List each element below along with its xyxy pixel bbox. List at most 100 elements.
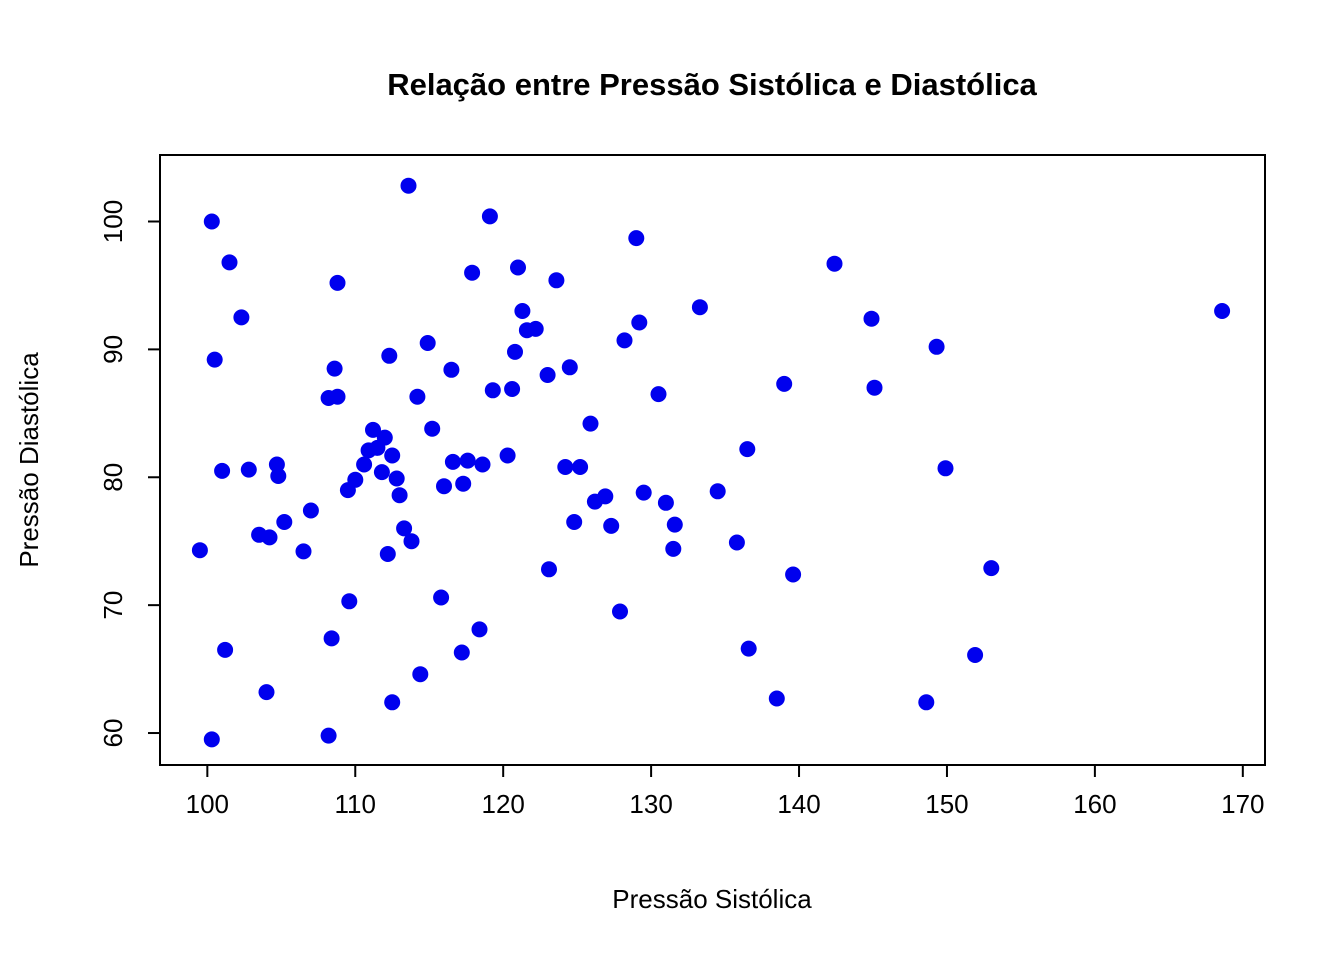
y-tick-label: 60 xyxy=(98,719,128,748)
plot-border xyxy=(159,154,1266,766)
data-point xyxy=(603,517,620,534)
data-point xyxy=(412,666,429,683)
data-point xyxy=(419,335,436,351)
data-point xyxy=(191,542,208,559)
data-point xyxy=(403,533,420,550)
y-tick-label: 100 xyxy=(98,200,128,243)
data-point xyxy=(866,379,883,396)
data-point xyxy=(471,621,488,638)
data-point xyxy=(539,367,556,383)
data-point xyxy=(381,347,398,364)
x-axis-label: Pressão Sistólica xyxy=(612,884,812,914)
data-point xyxy=(258,684,275,701)
data-point xyxy=(826,255,843,272)
data-point xyxy=(572,459,589,475)
y-axis-ticks: 60 70 80 90 100 xyxy=(98,200,160,748)
data-point xyxy=(937,460,954,477)
data-point xyxy=(365,421,381,438)
data-point xyxy=(616,332,633,349)
x-axis-ticks: 100 110 120 130 140 150 160 170 xyxy=(186,765,1265,819)
data-point xyxy=(379,546,396,562)
data-point xyxy=(566,514,583,530)
x-tick-label: 130 xyxy=(629,789,672,819)
data-point xyxy=(240,461,257,478)
x-tick-label: 110 xyxy=(335,789,376,819)
data-point xyxy=(320,727,337,744)
x-tick-label: 120 xyxy=(481,789,524,819)
data-point xyxy=(514,303,531,319)
data-point xyxy=(507,343,523,360)
data-point xyxy=(444,453,461,470)
data-point xyxy=(329,388,346,405)
data-point xyxy=(785,566,802,583)
x-tick-label: 160 xyxy=(1073,789,1116,819)
chart-title: Relação entre Pressão Sistólica e Diastó… xyxy=(387,67,1037,102)
data-point xyxy=(561,359,578,376)
data-point xyxy=(464,264,481,281)
data-point xyxy=(650,386,667,403)
data-point xyxy=(918,694,935,711)
data-point xyxy=(203,731,220,748)
data-point xyxy=(582,415,599,432)
data-point xyxy=(657,494,674,511)
data-point xyxy=(983,560,1000,577)
data-point xyxy=(443,361,460,378)
data-point xyxy=(391,487,408,504)
data-point xyxy=(206,351,223,368)
x-tick-label: 100 xyxy=(186,789,229,819)
data-point xyxy=(499,447,516,464)
data-point xyxy=(481,208,498,225)
data-point xyxy=(373,464,390,481)
data-point xyxy=(203,213,220,230)
x-tick-label: 140 xyxy=(777,789,820,819)
data-point xyxy=(326,360,343,377)
data-point xyxy=(557,459,574,475)
data-point xyxy=(453,644,470,661)
data-point xyxy=(527,320,544,337)
y-tick-label: 70 xyxy=(98,591,128,620)
data-point xyxy=(276,514,293,530)
data-point xyxy=(384,694,401,711)
data-point xyxy=(376,429,393,446)
data-point xyxy=(341,593,358,610)
data-point xyxy=(484,382,501,399)
data-point xyxy=(384,447,401,464)
data-point xyxy=(548,272,565,289)
data-point xyxy=(459,452,476,469)
data-point xyxy=(863,310,880,327)
data-point xyxy=(612,603,628,620)
data-point xyxy=(347,471,364,488)
data-point xyxy=(270,468,287,484)
data-point xyxy=(740,640,757,657)
data-point xyxy=(768,690,785,707)
data-point xyxy=(329,274,346,291)
data-point xyxy=(665,540,682,557)
x-tick-label: 170 xyxy=(1221,789,1264,819)
data-point xyxy=(396,520,413,537)
data-point xyxy=(433,589,450,606)
data-point xyxy=(217,641,234,658)
data-point xyxy=(356,456,373,473)
data-point xyxy=(776,375,793,392)
data-point xyxy=(628,230,645,247)
data-point xyxy=(691,299,708,316)
data-point xyxy=(214,462,231,479)
y-tick-label: 90 xyxy=(98,335,128,364)
data-point xyxy=(474,456,491,473)
x-tick-label: 150 xyxy=(925,789,968,819)
data-point xyxy=(728,534,745,551)
data-point xyxy=(295,543,312,560)
data-point xyxy=(597,488,614,505)
data-point xyxy=(631,314,648,331)
data-point xyxy=(739,441,756,458)
data-point xyxy=(709,483,726,500)
data-point xyxy=(323,630,340,647)
data-point xyxy=(388,470,405,487)
data-point xyxy=(400,177,417,194)
data-point xyxy=(409,388,426,405)
data-point xyxy=(510,259,526,276)
data-points xyxy=(191,177,1231,748)
y-axis-label: Pressão Diastólica xyxy=(14,352,44,568)
data-point xyxy=(455,475,472,492)
